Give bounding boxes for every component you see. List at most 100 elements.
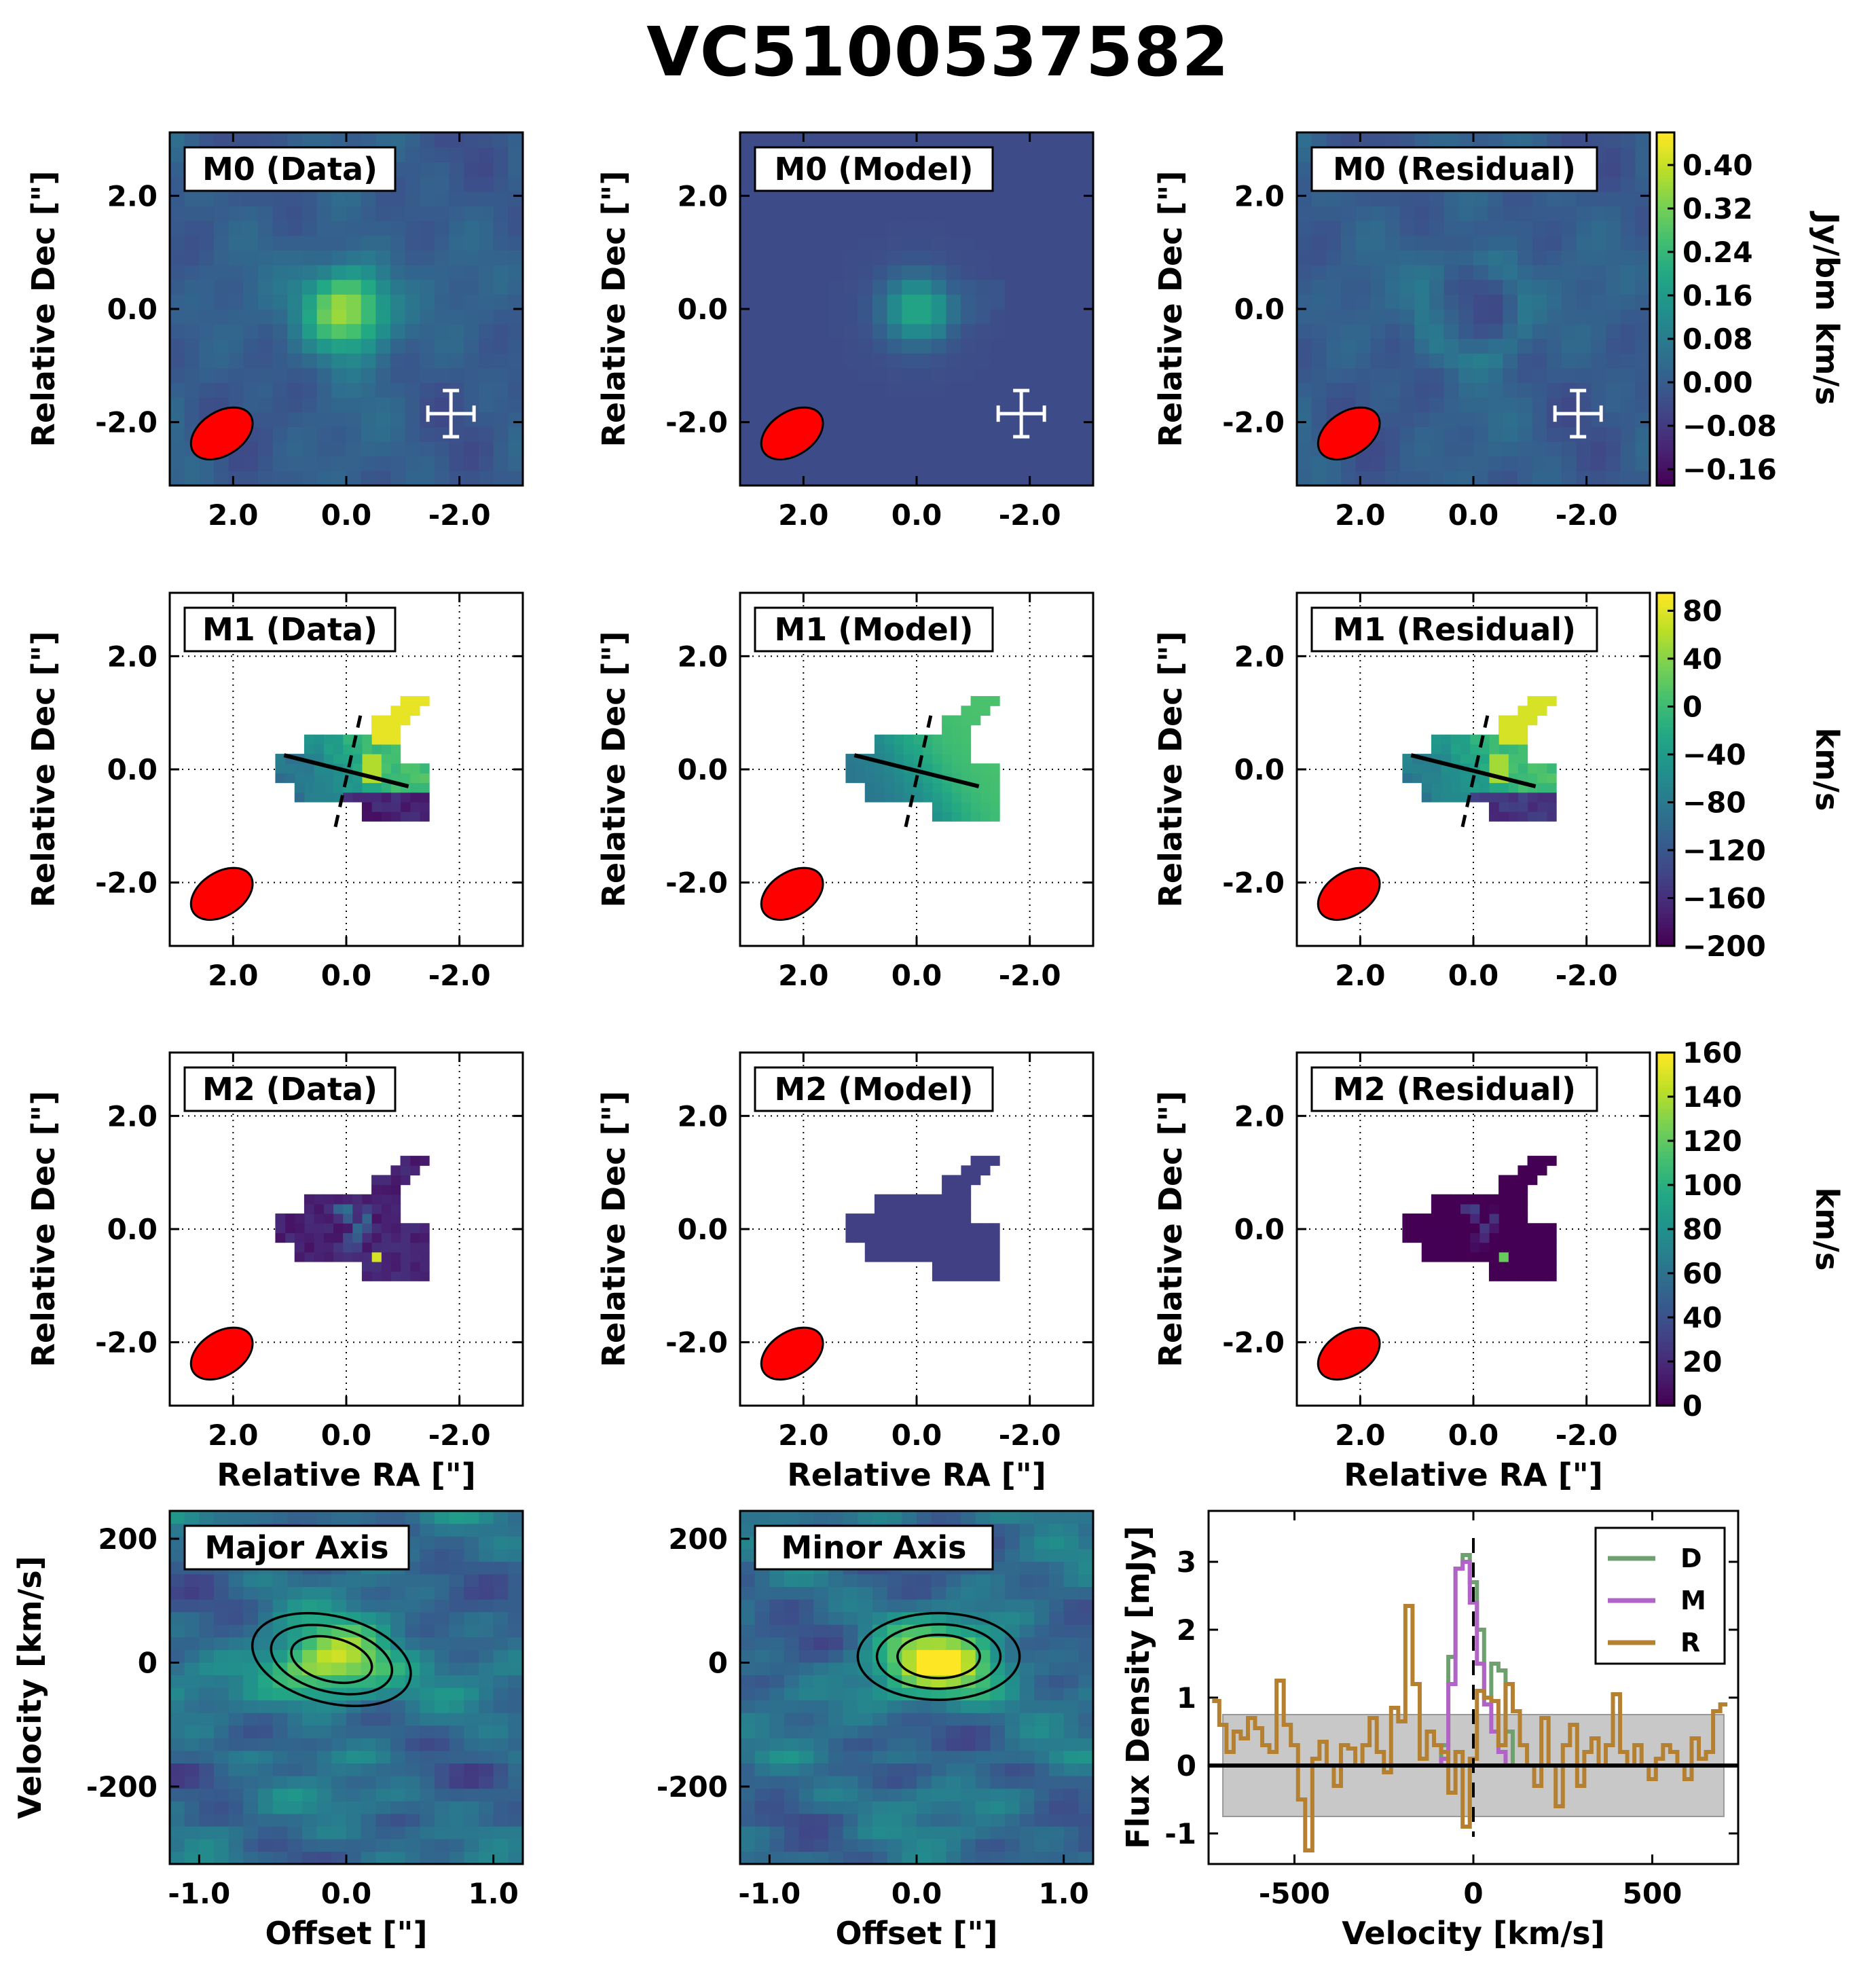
m0-pixel xyxy=(1297,191,1312,206)
m0-pixel xyxy=(872,132,888,148)
m0-pixel xyxy=(887,471,902,486)
m0-pixel xyxy=(214,456,229,471)
m1-pixel xyxy=(884,734,894,745)
m1-pixel xyxy=(381,734,392,745)
m0-pixel xyxy=(1034,441,1050,457)
m0-pixel xyxy=(1562,412,1577,427)
m2-pixel xyxy=(1508,1175,1519,1186)
colorbar-swatch xyxy=(1657,404,1674,409)
pv-pixel xyxy=(361,1838,376,1852)
colorbar-tick-label: −0.16 xyxy=(1682,453,1777,486)
m0-pixel xyxy=(858,382,873,398)
m1-pixel xyxy=(970,801,981,812)
m0-pixel xyxy=(1005,265,1020,280)
pv-pixel xyxy=(843,1586,858,1600)
m0-pixel xyxy=(1532,382,1547,398)
pv-pixel xyxy=(435,1687,450,1701)
colorbar-swatch xyxy=(1657,1381,1674,1385)
pv-pixel xyxy=(479,1536,494,1550)
m2-pixel xyxy=(1498,1194,1509,1205)
m2-pixel xyxy=(1469,1251,1480,1262)
pv-pixel xyxy=(316,1725,332,1738)
m2-model-ytick-label: -2.0 xyxy=(665,1326,728,1359)
m0-pixel xyxy=(493,279,509,295)
pv-pixel xyxy=(508,1675,523,1688)
pv-pixel xyxy=(902,1700,917,1713)
m0-pixel xyxy=(813,250,829,266)
m0-pixel xyxy=(828,367,844,383)
m1-model-xtick-label: 0.0 xyxy=(891,959,942,992)
colorbar-swatch xyxy=(1657,593,1674,597)
m0-pixel xyxy=(902,338,917,354)
pv-pixel xyxy=(828,1511,844,1524)
m1-pixel xyxy=(894,792,904,803)
pv-pixel xyxy=(199,1573,215,1588)
m2-pixel xyxy=(1527,1261,1538,1272)
pv-pixel xyxy=(170,1649,185,1663)
m0-pixel xyxy=(170,132,185,148)
m0-pixel xyxy=(449,353,464,369)
m1-pixel xyxy=(903,734,914,745)
pv-pixel xyxy=(740,1675,756,1688)
m0-pixel xyxy=(479,309,494,325)
m1-pixel xyxy=(932,801,942,812)
pv-pixel xyxy=(184,1675,200,1688)
colorbar-swatch xyxy=(1657,234,1674,239)
m1-pixel xyxy=(1518,763,1528,774)
panel-label-box xyxy=(754,146,994,192)
m0-model-xtick-label: -2.0 xyxy=(999,498,1061,532)
m0-pixel xyxy=(1547,471,1562,486)
m0-pixel xyxy=(346,323,362,339)
pv-pixel xyxy=(464,1548,479,1562)
m0-pixel xyxy=(1576,338,1592,354)
pv-pixel xyxy=(740,1687,756,1701)
m0-pixel xyxy=(843,265,858,280)
m0-pixel xyxy=(243,397,259,413)
pv-pixel xyxy=(754,1738,770,1751)
m1-pixel xyxy=(1488,754,1499,764)
m0-pixel xyxy=(1078,162,1094,177)
m1-pixel xyxy=(381,725,392,735)
m0-pixel xyxy=(228,323,244,339)
m1-pixel xyxy=(1537,773,1547,784)
panel-label-text: M2 (Model) xyxy=(774,1071,973,1108)
m2-residual-xtick-label: -2.0 xyxy=(1556,1419,1618,1452)
m0-pixel xyxy=(287,265,303,280)
m2-pixel xyxy=(390,1184,401,1195)
m0-pixel xyxy=(1606,162,1621,177)
pv-pixel xyxy=(872,1511,888,1524)
m0-pixel xyxy=(990,382,1006,398)
pv-pixel xyxy=(1078,1548,1094,1562)
m1-pixel xyxy=(1518,725,1528,735)
pv-pixel xyxy=(975,1750,991,1764)
m2-pixel xyxy=(1498,1223,1509,1234)
m2-pixel xyxy=(970,1271,981,1281)
m0-pixel xyxy=(479,221,494,236)
pv-pixel xyxy=(798,1826,814,1840)
colorbar-swatch xyxy=(1657,610,1674,615)
m0-pixel xyxy=(479,353,494,369)
m0-pixel xyxy=(975,471,991,486)
m0-pixel xyxy=(813,397,829,413)
colorbar-swatch xyxy=(1657,411,1674,416)
pv-pixel xyxy=(1078,1750,1094,1764)
m0-pixel xyxy=(931,441,946,457)
m0-pixel xyxy=(1473,191,1489,206)
pv-pixel xyxy=(843,1713,858,1726)
m0-pixel xyxy=(798,471,814,486)
m2-data-ylabel: Relative Dec ["] xyxy=(25,1091,62,1367)
m2-pixel xyxy=(980,1232,991,1243)
m0-pixel xyxy=(1488,382,1503,398)
pv-pixel xyxy=(754,1611,770,1625)
pv-pixel xyxy=(390,1813,406,1827)
pv-pixel xyxy=(902,1662,917,1676)
pv-pixel xyxy=(872,1750,888,1764)
pv-pixel xyxy=(858,1586,873,1600)
m1-pixel xyxy=(1488,763,1499,774)
m0-pixel xyxy=(1503,397,1518,413)
m0-pixel xyxy=(1606,191,1621,206)
m0-pixel xyxy=(375,206,391,221)
m0-pixel xyxy=(946,309,961,325)
colorbar-label: Jy/bm km/s xyxy=(1809,211,1845,405)
